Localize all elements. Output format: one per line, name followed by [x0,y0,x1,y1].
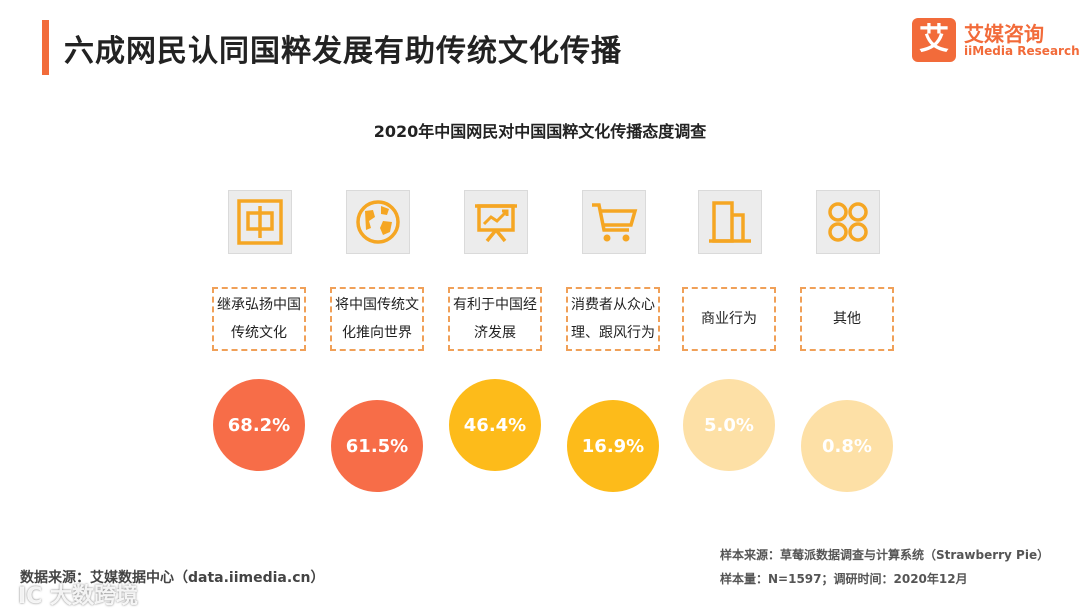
china-char-icon [228,190,292,254]
chart-title: 2020年中国网民对中国国粹文化传播态度调查 [373,122,707,141]
bubble-value-label: 46.4% [463,414,527,436]
building-icon [698,190,762,254]
category-label: 有利于中国经济发展 [448,287,542,351]
globe-icon [346,190,410,254]
bubble-value-label: 5.0% [704,414,754,436]
category-label: 消费者从众心理、跟风行为 [566,287,660,351]
sample-size: 样本量：N=1597；调研时间：2020年12月 [720,572,968,586]
iimedia-logo: 艾 艾媒咨询 iiMedia Research [912,18,1080,64]
data-source: 数据来源：艾媒数据中心（data.iimedia.cn） [20,570,325,586]
category-label: 其他 [800,287,894,351]
bubble: 0.8% [801,400,893,492]
bubble: 46.4% [449,379,541,471]
logo-name-cn: 艾媒咨询 [964,22,1044,46]
bubble-value-label: 0.8% [822,435,872,457]
bubble: 68.2% [213,379,305,471]
bubble-value-label: 16.9% [581,435,645,457]
bubble-value-label: 68.2% [227,414,291,436]
page-title: 六成网民认同国粹发展有助传统文化传播 [64,34,622,69]
shopping-cart-icon [582,190,646,254]
logo-name-en: iiMedia Research [964,44,1080,58]
grid-dots-icon [816,190,880,254]
presentation-chart-icon [464,190,528,254]
bubble-value-label: 61.5% [345,435,409,457]
bubble: 5.0% [683,379,775,471]
bubble: 61.5% [331,400,423,492]
sample-source: 样本来源：草莓派数据调查与计算系统（Strawberry Pie） [720,548,1050,562]
category-label: 商业行为 [682,287,776,351]
bubble: 16.9% [567,400,659,492]
watermark: IC 大数跨境 [18,584,138,609]
title-accent-bar [42,20,49,75]
category-label: 继承弘扬中国传统文化 [212,287,306,351]
category-label: 将中国传统文化推向世界 [330,287,424,351]
logo-mark: 艾 [912,18,956,62]
